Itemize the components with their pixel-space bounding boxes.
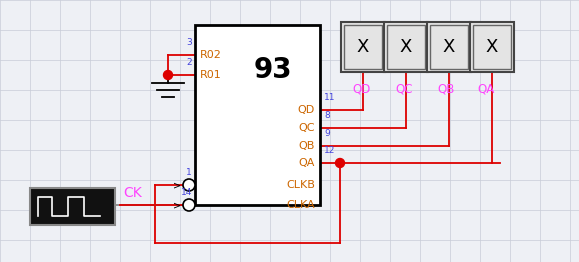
Text: R01: R01 (200, 70, 222, 80)
Bar (195, 25, 320, 205)
Text: 9: 9 (324, 129, 330, 138)
Text: QA: QA (477, 82, 494, 95)
Text: QB: QB (437, 82, 455, 95)
Bar (387, 25, 425, 69)
Text: 12: 12 (324, 146, 335, 155)
Text: QA: QA (299, 158, 315, 168)
Text: CLKA: CLKA (287, 200, 315, 210)
Bar (344, 25, 382, 69)
Text: 11: 11 (324, 93, 335, 102)
Bar (427, 22, 471, 72)
Text: R02: R02 (200, 50, 222, 60)
Text: CK: CK (123, 186, 142, 200)
Text: QD: QD (352, 82, 371, 95)
Bar (470, 22, 514, 72)
Text: QC: QC (395, 82, 412, 95)
Text: 1: 1 (186, 168, 192, 177)
Bar (430, 25, 468, 69)
Text: QB: QB (299, 141, 315, 151)
Text: 14: 14 (181, 188, 192, 197)
Bar (30, 188, 115, 225)
Circle shape (335, 159, 345, 167)
Text: X: X (486, 38, 498, 56)
Text: >: > (173, 180, 181, 190)
Text: QC: QC (299, 123, 315, 133)
Text: 3: 3 (186, 38, 192, 47)
Text: QD: QD (298, 105, 315, 115)
Text: 93: 93 (253, 56, 292, 84)
Circle shape (163, 70, 173, 79)
Circle shape (183, 199, 195, 211)
Text: X: X (400, 38, 412, 56)
Bar (341, 22, 385, 72)
Circle shape (183, 179, 195, 191)
Text: X: X (357, 38, 369, 56)
Text: >: > (173, 200, 181, 210)
Text: X: X (443, 38, 455, 56)
Bar (384, 22, 428, 72)
Text: 8: 8 (324, 111, 330, 120)
Text: 2: 2 (186, 58, 192, 67)
Bar (473, 25, 511, 69)
Text: CLKB: CLKB (286, 180, 315, 190)
